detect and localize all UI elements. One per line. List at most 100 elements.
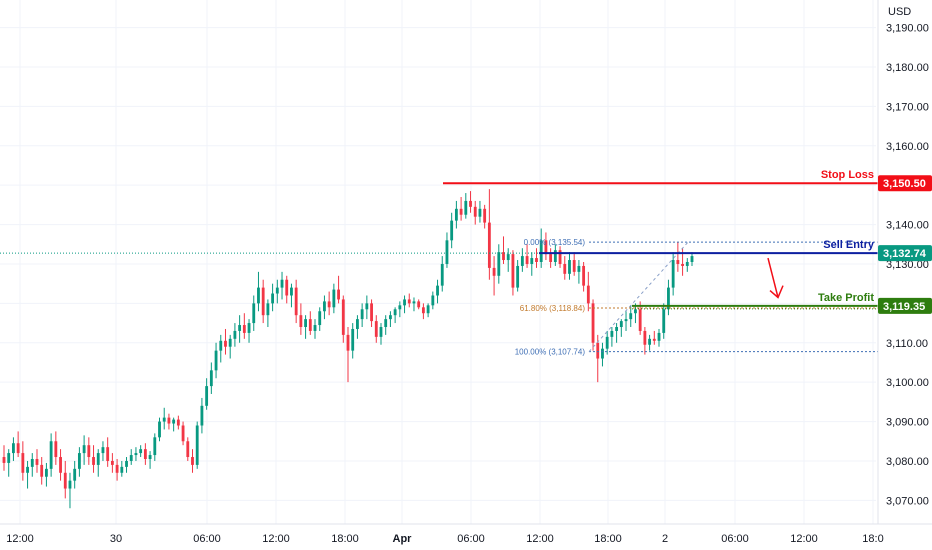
candle-body	[162, 417, 166, 422]
candle-body	[596, 342, 600, 359]
fib-level-label: 100.00% (3,107.74)	[515, 348, 586, 357]
candle-body	[487, 222, 491, 268]
candle-body	[469, 200, 472, 207]
candle-body	[497, 252, 501, 276]
candle-body	[21, 453, 25, 473]
candle-body	[638, 309, 642, 331]
candle-body	[266, 303, 270, 316]
candle-body	[445, 240, 449, 264]
candle-body	[506, 254, 510, 261]
candle-body	[167, 417, 171, 424]
candle-body	[176, 419, 180, 426]
take-profit-price-label: 3,119.35	[883, 301, 925, 313]
time-tick-label: 2	[662, 533, 668, 545]
candle-body	[421, 307, 425, 314]
candle-body	[101, 447, 105, 454]
candle-body	[68, 480, 72, 489]
candle-body	[483, 208, 487, 223]
candle-body	[558, 250, 562, 264]
candle-body	[200, 405, 204, 426]
candle-body	[219, 340, 223, 351]
candle-body	[530, 258, 534, 264]
candle-body	[370, 303, 373, 322]
candle-body	[209, 370, 213, 387]
candle-body	[228, 338, 232, 347]
candle-body	[323, 301, 326, 312]
sell-arrow-head	[769, 285, 784, 299]
candle-body	[610, 330, 614, 337]
candle-body	[87, 445, 91, 458]
candle-body	[195, 425, 199, 465]
candle-body	[525, 256, 529, 264]
candle-body	[393, 309, 397, 316]
time-tick-label: 12:00	[526, 533, 554, 545]
price-tick-label: 3,090.00	[886, 417, 929, 429]
fib-level-label: 0.00% (3,135.54)	[524, 238, 586, 247]
candle-body	[516, 265, 520, 288]
time-tick-label: 06:00	[193, 533, 221, 545]
candle-body	[478, 208, 482, 217]
candle-body	[629, 313, 633, 320]
candle-body	[492, 267, 496, 276]
sell-entry-price-tag	[878, 245, 932, 262]
sell-arrow-shaft	[767, 257, 779, 298]
candle-body	[436, 285, 439, 296]
candle-body	[450, 220, 454, 241]
candle-body	[7, 453, 11, 463]
candle-body	[134, 453, 138, 456]
time-tick-label: 12:00	[790, 533, 818, 545]
candle-body	[261, 287, 265, 316]
candle-body	[275, 287, 279, 294]
candle-body	[553, 250, 557, 262]
candle-body	[82, 445, 86, 454]
candle-body	[511, 254, 515, 288]
price-tick-label: 3,170.00	[886, 101, 929, 113]
candle-body	[299, 315, 303, 328]
candle-body	[605, 336, 609, 349]
candle-body	[568, 260, 571, 274]
candle-body	[657, 332, 661, 341]
candle-body	[690, 256, 694, 262]
candle-body	[591, 303, 595, 343]
candle-body	[426, 305, 430, 314]
candle-body	[125, 460, 128, 467]
candle-body	[398, 305, 402, 310]
candle-body	[384, 319, 388, 328]
price-axis[interactable]: USD 3,070.00 3,080.00 3,090.00 3,100.00 3,110…	[877, 0, 932, 524]
candle-body	[96, 453, 100, 465]
candle-body	[143, 449, 147, 459]
candle-body	[356, 319, 359, 329]
stop-loss-price-tag	[878, 175, 932, 192]
candle-body	[346, 334, 350, 351]
candle-body	[563, 263, 567, 274]
time-tick-label: 30	[110, 533, 122, 545]
candle-body	[539, 240, 543, 262]
candle-body	[502, 252, 505, 261]
candle-body	[412, 301, 416, 304]
price-tick-label: 3,110.00	[886, 338, 928, 350]
candle-body	[634, 309, 637, 314]
time-tick-label: 12:00	[262, 533, 290, 545]
candle-body	[464, 200, 468, 215]
price-tick-label: 3,160.00	[886, 141, 929, 153]
candle-body	[403, 299, 406, 306]
candle-body	[327, 301, 331, 308]
time-axis[interactable]: 12:00 30 06:00 12:00 18:00 Apr 06:00 12:00 18:00…	[0, 523, 932, 545]
price-tick-label: 3,130.00	[886, 259, 929, 271]
candle-body	[73, 468, 77, 481]
candle-body	[685, 262, 689, 266]
sell-entry-label: Sell Entry	[823, 239, 875, 251]
time-tick-label: 18:00	[594, 533, 622, 545]
time-tick-label: 12:00	[6, 533, 34, 545]
fib-level-label: 61.80% (3,118.84)	[520, 304, 586, 313]
candle-body	[44, 468, 48, 477]
candle-body	[388, 315, 392, 320]
candle-body	[242, 325, 246, 333]
price-tick-label: 3,080.00	[886, 456, 929, 468]
candle-body	[139, 449, 143, 454]
candle-body	[233, 330, 237, 339]
candle-body	[619, 321, 623, 328]
candle-body	[313, 325, 317, 331]
candle-body	[648, 338, 652, 345]
